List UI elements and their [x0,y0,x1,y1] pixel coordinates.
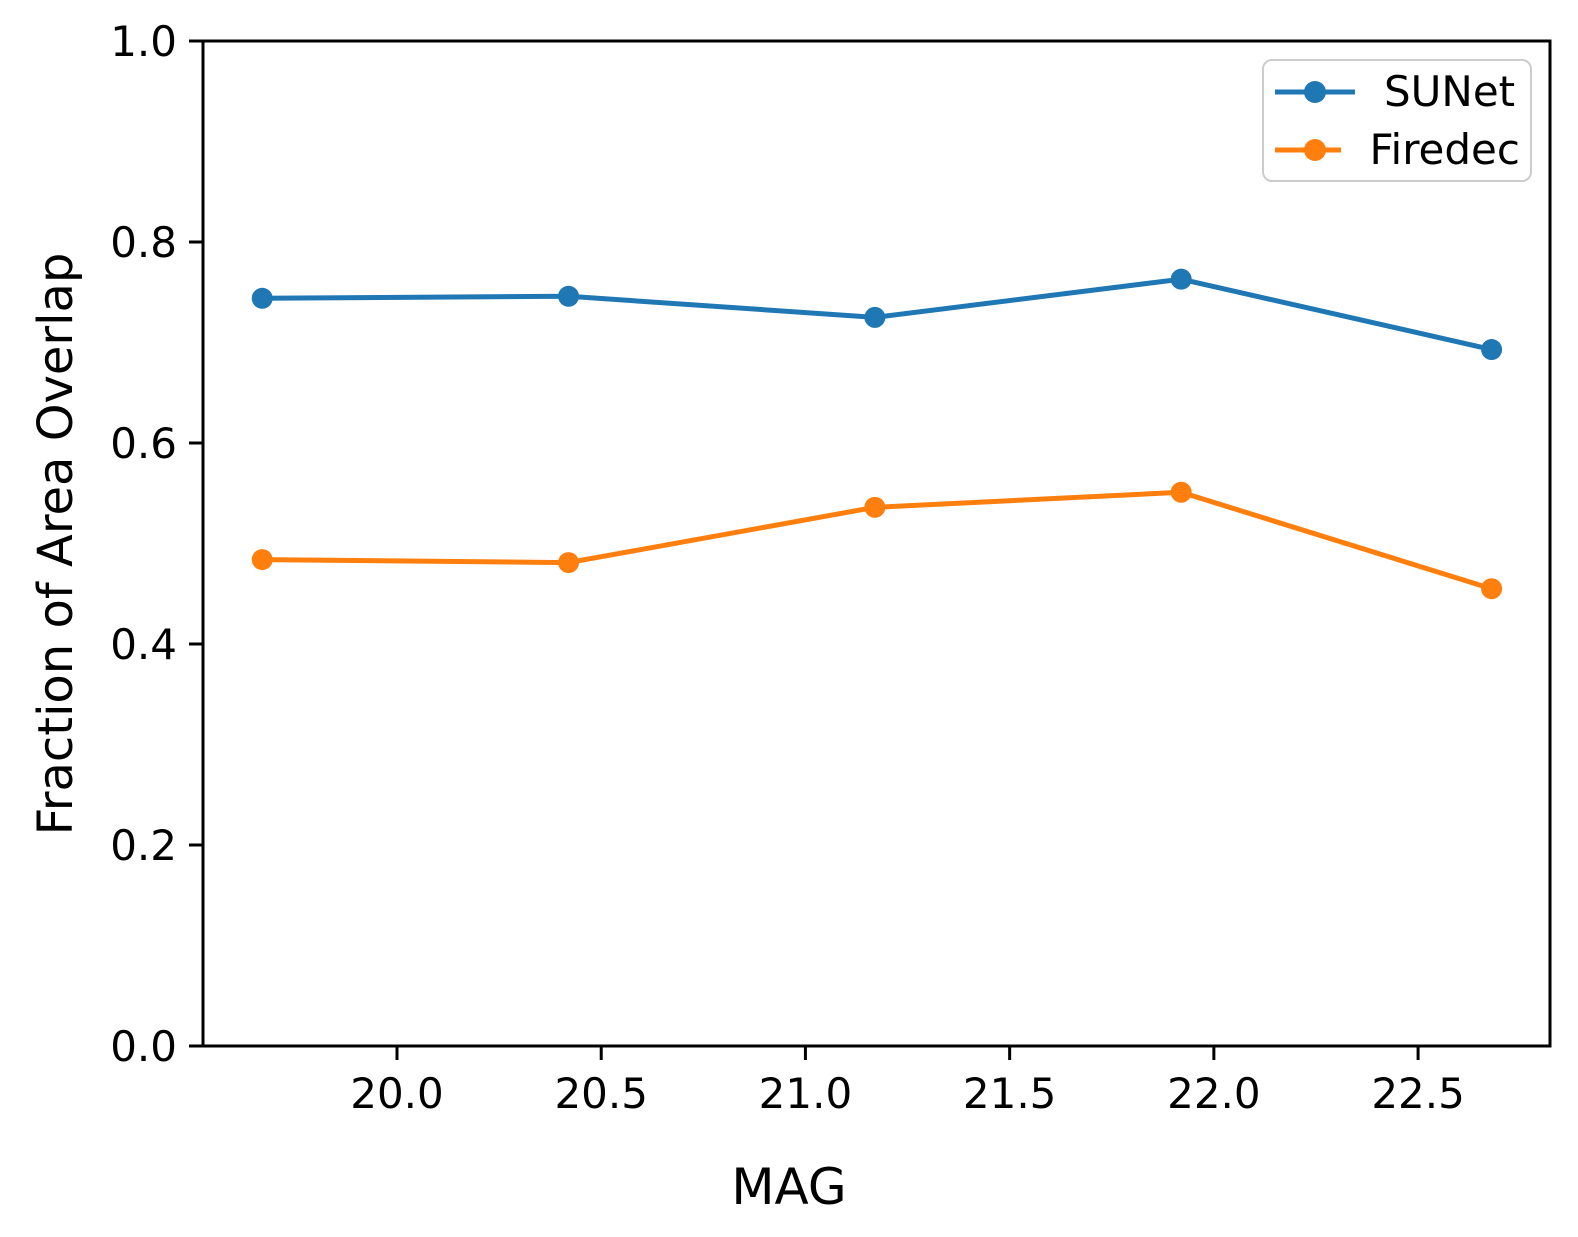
legend-entry-firedec: Firedec [1274,128,1520,172]
legend-label-firedec: Firedec [1369,124,1520,174]
x-tick-label: 21.0 [759,1069,853,1118]
x-tick-label: 20.5 [554,1069,648,1118]
y-tick-label: 0.2 [110,821,177,870]
legend-line-marker-icon [1275,80,1355,103]
data-point-marker-sunet [251,287,273,309]
x-tick-label: 20.0 [350,1069,444,1118]
x-tick-label: 22.0 [1167,1069,1261,1118]
data-point-marker-firedec [864,496,886,518]
data-point-marker-firedec [558,552,580,574]
data-point-marker-firedec [1170,481,1192,503]
y-tick-label: 0.4 [110,620,177,669]
x-axis-label: MAG [731,1158,847,1216]
data-point-marker-sunet [1481,339,1503,361]
y-axis-label: Fraction of Area Overlap [28,252,84,836]
y-tick-label: 1.0 [110,17,177,66]
y-tick-label: 0.8 [110,218,177,267]
y-tick-label: 0.6 [110,419,177,468]
data-point-marker-firedec [1481,578,1503,600]
x-tick-label: 22.5 [1371,1069,1465,1118]
y-tick-label: 0.0 [110,1022,177,1071]
legend-label-sunet: SUNet [1384,66,1516,116]
x-tick-label: 21.5 [963,1069,1057,1118]
data-point-marker-sunet [1170,268,1192,290]
data-point-marker-sunet [864,306,886,328]
legend: SUNet Firedec [1262,59,1532,182]
data-point-marker-sunet [558,285,580,307]
legend-line-marker-icon [1275,138,1342,161]
data-point-marker-firedec [251,549,273,571]
legend-entry-sunet: SUNet [1274,70,1520,114]
plot-spines [201,39,1552,1048]
